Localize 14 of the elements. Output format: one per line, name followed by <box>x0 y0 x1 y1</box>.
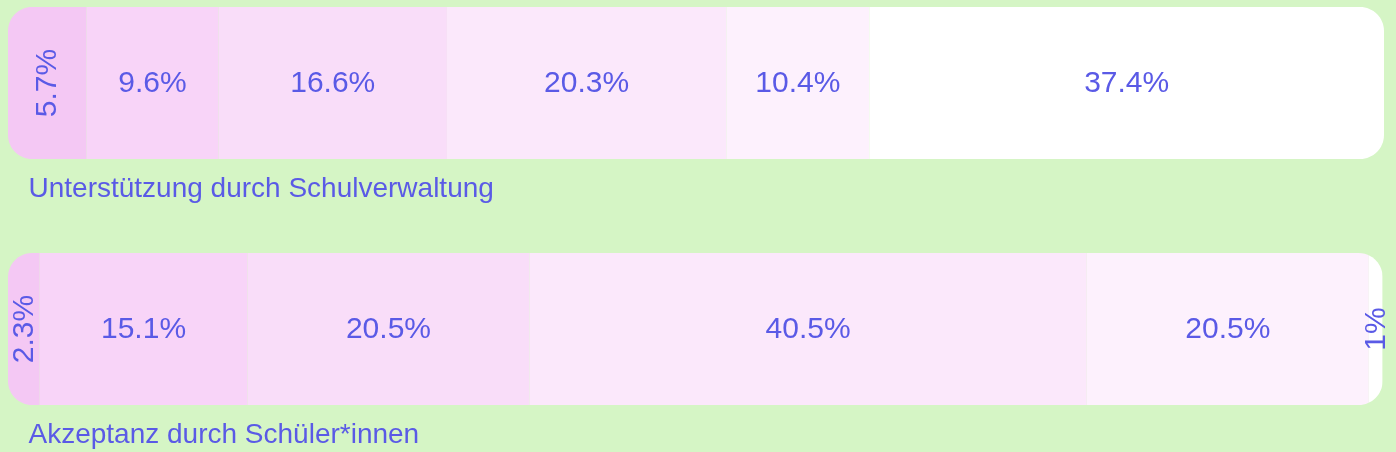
y-tick-label: Akzeptanz durch Schüler*innen <box>28 417 420 449</box>
data-label: 20.5% <box>345 311 431 344</box>
data-label: 1% <box>1357 307 1391 351</box>
data-label: 10.4% <box>755 65 841 98</box>
data-label: 15.1% <box>101 311 187 344</box>
data-label: 16.6% <box>290 65 376 98</box>
y-tick-label: Unterstützung durch Schulverwaltung <box>28 171 494 203</box>
data-label: 5.7% <box>29 48 63 118</box>
data-label: 9.6% <box>118 65 187 98</box>
data-label: 37.4% <box>1084 65 1170 98</box>
data-label: 2.3% <box>5 294 39 364</box>
data-label: 20.5% <box>1185 311 1271 344</box>
data-label: 40.5% <box>765 311 851 344</box>
data-label: 20.3% <box>544 65 630 98</box>
